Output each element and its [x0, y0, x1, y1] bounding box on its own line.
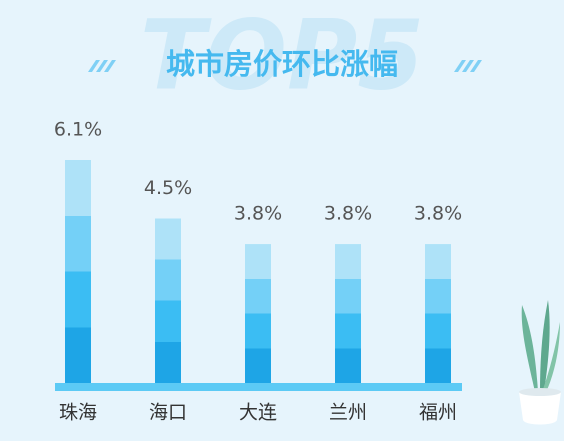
x-tick-label: 福州	[419, 402, 457, 424]
bar	[335, 244, 361, 383]
bar	[245, 244, 271, 383]
baseline	[55, 383, 462, 391]
plant	[519, 300, 561, 425]
x-tick-label: 兰州	[329, 402, 367, 424]
value-label: 3.8%	[414, 203, 462, 225]
bar	[65, 160, 91, 383]
bar	[155, 218, 181, 383]
x-tick-label: 珠海	[59, 402, 97, 424]
x-tick-label: 海口	[149, 402, 187, 424]
bar	[425, 244, 451, 383]
value-label: 3.8%	[234, 203, 282, 225]
watermark: TOP5	[140, 0, 424, 111]
chart-title: 城市房价环比涨幅	[166, 47, 398, 81]
value-label: 4.5%	[144, 177, 192, 199]
value-label: 6.1%	[54, 119, 102, 141]
title-decoration	[88, 60, 482, 72]
x-tick-label: 大连	[239, 402, 277, 424]
value-label: 3.8%	[324, 203, 372, 225]
